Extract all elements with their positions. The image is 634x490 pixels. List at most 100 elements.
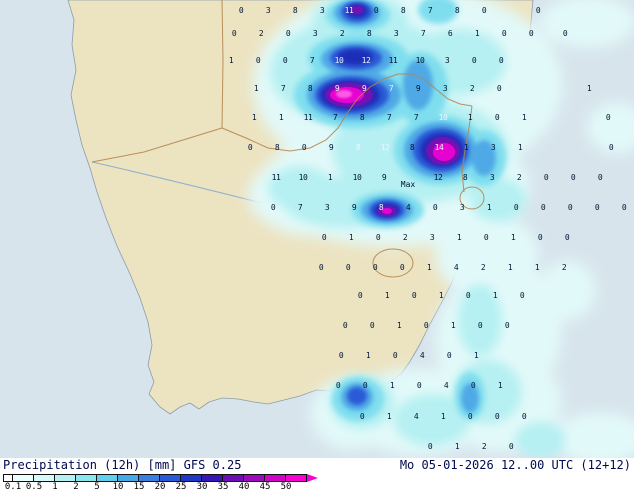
map-svg xyxy=(67,0,634,458)
precip-value: 0 xyxy=(369,321,375,330)
precip-value: 1 xyxy=(438,291,444,300)
precip-value: 2 xyxy=(561,263,567,272)
scale-segment xyxy=(202,474,223,482)
precip-value: 0 xyxy=(375,233,381,242)
scale-segment xyxy=(76,474,97,482)
precip-value: 7 xyxy=(427,6,433,15)
precip-value: 0 xyxy=(537,233,543,242)
precip-value: 7 xyxy=(332,113,338,122)
precip-value: 0 xyxy=(508,442,514,451)
precip-value: 0 xyxy=(416,381,422,390)
precip-value: 7 xyxy=(413,113,419,122)
precip-value: 0 xyxy=(521,412,527,421)
precip-value: 1 xyxy=(492,291,498,300)
precip-value: 0 xyxy=(238,6,244,15)
country-borders xyxy=(91,0,485,278)
precip-value: 1 xyxy=(384,291,390,300)
precip-value: 0 xyxy=(432,203,438,212)
precip-value: 3 xyxy=(442,84,448,93)
scale-segment xyxy=(34,474,55,482)
precip-value: 2 xyxy=(339,29,345,38)
precip-value: 1 xyxy=(534,263,540,272)
scale-segment xyxy=(223,474,244,482)
precip-value: 0 xyxy=(471,56,477,65)
precip-value: 1 xyxy=(251,113,257,122)
precip-value: 0 xyxy=(496,84,502,93)
precip-value: 1 xyxy=(278,113,284,122)
precip-value: 0 xyxy=(338,351,344,360)
precip-value: 7 xyxy=(386,113,392,122)
precip-value: 10 xyxy=(334,56,344,65)
precip-value: 0 xyxy=(567,203,573,212)
precip-value: 0 xyxy=(411,291,417,300)
precip-value: 0 xyxy=(570,173,576,182)
precip-value: 8 xyxy=(409,143,415,152)
precip-value: 12 xyxy=(433,173,443,182)
precip-value: 1 xyxy=(386,412,392,421)
precip-value: 3 xyxy=(459,203,465,212)
precip-value: 0 xyxy=(321,233,327,242)
precip-value: 0 xyxy=(470,381,476,390)
precip-value: 12 xyxy=(380,143,390,152)
precip-value: 3 xyxy=(265,6,271,15)
footer-bar: Precipitation (12h) [mm] GFS 0.25 Mo 05-… xyxy=(0,458,634,490)
precip-value: 1 xyxy=(467,113,473,122)
precip-value: 1 xyxy=(486,203,492,212)
max-label: Max xyxy=(400,180,416,189)
precip-value: 0 xyxy=(282,56,288,65)
precip-value: 8 xyxy=(462,173,468,182)
precip-value: 1 xyxy=(517,143,523,152)
precip-value: 0 xyxy=(540,203,546,212)
precip-value: 1 xyxy=(510,233,516,242)
precip-value: 0 xyxy=(446,351,452,360)
precip-value: 8 xyxy=(378,203,384,212)
scale-label: 1 xyxy=(52,482,58,490)
map-title: Precipitation (12h) [mm] GFS 0.25 xyxy=(3,458,242,472)
precip-value: 7 xyxy=(388,84,394,93)
precip-value: 3 xyxy=(444,56,450,65)
precip-value: 0 xyxy=(318,263,324,272)
precip-value: 0 xyxy=(513,203,519,212)
scale-segment xyxy=(13,474,34,482)
precip-value: 4 xyxy=(413,412,419,421)
precip-value: 1 xyxy=(521,113,527,122)
scale-label: 10 xyxy=(112,482,124,490)
precip-value: 0 xyxy=(247,143,253,152)
precip-value: 3 xyxy=(312,29,318,38)
precip-value: 0 xyxy=(501,29,507,38)
precip-value: 0 xyxy=(608,143,614,152)
scale-segment xyxy=(286,474,307,482)
precip-value: 8 xyxy=(292,6,298,15)
precip-value: 9 xyxy=(415,84,421,93)
precip-value: 11 xyxy=(303,113,313,122)
precip-value: 0 xyxy=(519,291,525,300)
precip-value: 1 xyxy=(389,381,395,390)
scale-segment xyxy=(97,474,118,482)
precip-value: 0 xyxy=(528,29,534,38)
scale-label: 5 xyxy=(94,482,100,490)
precip-value: 7 xyxy=(297,203,303,212)
precip-value: 0 xyxy=(494,412,500,421)
precip-value: 0 xyxy=(427,442,433,451)
precip-value: 0 xyxy=(481,6,487,15)
precip-value: 3 xyxy=(324,203,330,212)
scale-label: 25 xyxy=(175,482,187,490)
precip-value: 8 xyxy=(366,29,372,38)
precip-value: 2 xyxy=(516,173,522,182)
precip-value: 4 xyxy=(443,381,449,390)
scale-segment xyxy=(139,474,160,482)
precip-value: 0 xyxy=(477,321,483,330)
precip-value: 0 xyxy=(345,263,351,272)
precip-layer-core xyxy=(336,90,352,98)
precip-value: 0 xyxy=(535,6,541,15)
precip-value: 0 xyxy=(255,56,261,65)
precip-value: 0 xyxy=(301,143,307,152)
precip-value: 7 xyxy=(280,84,286,93)
precip-value: 14 xyxy=(434,143,444,152)
precip-value: 0 xyxy=(504,321,510,330)
precip-value: 1 xyxy=(327,173,333,182)
map-datetime: Mo 05-01-2026 12..00 UTC (12+12) xyxy=(399,458,631,472)
precip-value: 1 xyxy=(456,233,462,242)
precip-value: 2 xyxy=(402,233,408,242)
precip-value: 1 xyxy=(348,233,354,242)
